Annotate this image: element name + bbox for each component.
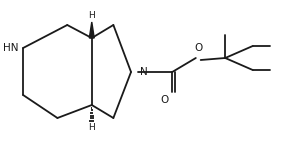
Text: N: N xyxy=(140,67,148,77)
Text: O: O xyxy=(195,43,203,53)
Text: O: O xyxy=(160,95,168,105)
Text: H: H xyxy=(88,124,95,133)
Polygon shape xyxy=(89,22,94,38)
Text: HN: HN xyxy=(3,43,18,53)
Text: H: H xyxy=(88,11,95,20)
